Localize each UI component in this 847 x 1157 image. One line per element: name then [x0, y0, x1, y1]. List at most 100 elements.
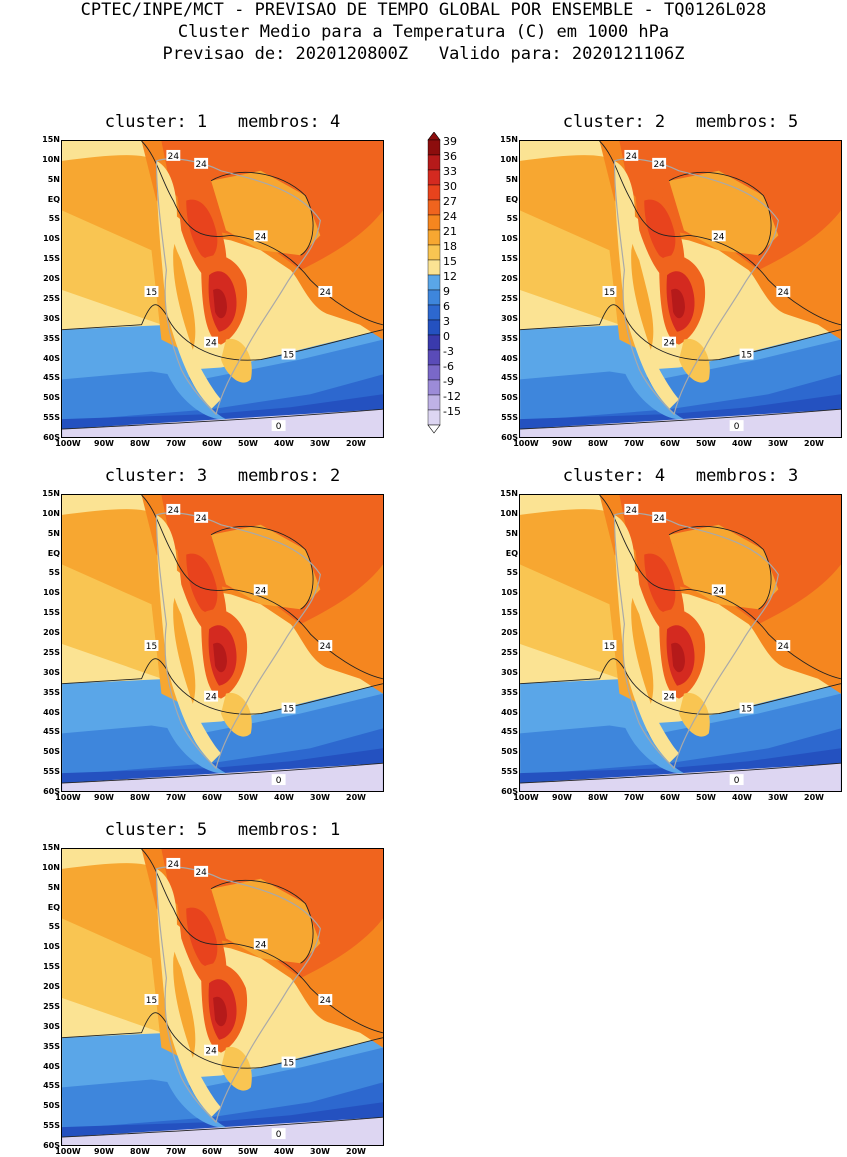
contour-line: [62, 304, 383, 361]
longitude-label: 20W: [804, 439, 824, 448]
temperature-band: [619, 698, 684, 774]
temperature-map: 24 24 24 24 15 24 15 0: [519, 140, 842, 438]
latitude-label: 60S: [501, 787, 518, 796]
contour-line: [668, 171, 772, 256]
temperature-band: [669, 170, 779, 256]
contour-label: 15: [741, 705, 752, 715]
latitude-label: 5S: [506, 568, 518, 578]
latitude-label: 10S: [43, 942, 60, 952]
latitude-label: 10S: [43, 588, 60, 598]
latitude-label: 50S: [43, 1101, 60, 1111]
contour-label: 24: [195, 868, 207, 878]
latitude-label: 55S: [501, 767, 518, 777]
latitude-label: EQ: [47, 548, 60, 558]
longitude-label: 50W: [238, 793, 258, 802]
colorbar-label: 36: [443, 150, 457, 163]
latitude-label: 25S: [501, 647, 518, 657]
temperature-band: [161, 344, 226, 420]
contour-label-box: [729, 774, 744, 786]
longitude-label: 30W: [310, 793, 330, 802]
latitude-label: 60S: [43, 787, 60, 796]
contour-label: 15: [146, 996, 157, 1006]
contour-label-box: [602, 286, 617, 297]
longitude-label: 60W: [202, 1147, 222, 1156]
temperature-band: [679, 692, 710, 737]
contour-label-box: [624, 503, 639, 515]
coastline: [155, 512, 321, 770]
colorbar-label: 3: [443, 315, 450, 328]
latitude-label: 50S: [501, 747, 518, 757]
temperature-band: [186, 907, 218, 967]
contour-label: 0: [276, 1130, 282, 1140]
latitude-label: 50S: [501, 393, 518, 403]
contour-label-box: [253, 584, 268, 596]
latitude-label: 5S: [48, 568, 60, 578]
longitude-label: 50W: [238, 1147, 258, 1156]
latitude-label: 10N: [42, 508, 60, 518]
latitude-label: 30S: [43, 1021, 60, 1031]
latitude-label: 10S: [43, 234, 60, 244]
temperature-band: [211, 878, 321, 964]
contour-line: [668, 525, 772, 610]
colorbar-segment: [427, 304, 441, 321]
contour-label-box: [711, 230, 726, 242]
latitude-label: 30S: [43, 667, 60, 677]
colorbar-segment: [427, 259, 441, 276]
longitude-label: 70W: [166, 793, 186, 802]
colorbar-label: 27: [443, 195, 457, 208]
contour-label: 24: [713, 586, 725, 596]
contour-label: 24: [320, 288, 332, 298]
panel-title: cluster: 1 membros: 4: [104, 112, 341, 132]
coastline: [613, 512, 779, 770]
temperature-band: [619, 344, 684, 420]
contour-label: 0: [276, 776, 282, 786]
panel-title: cluster: 3 membros: 2: [104, 466, 341, 486]
coastline: [155, 158, 321, 416]
latitude-label: 20S: [501, 628, 518, 638]
latitude-label: 15S: [501, 254, 518, 264]
panel-title: cluster: 5 membros: 1: [104, 820, 341, 840]
temperature-band: [62, 409, 383, 437]
temperature-band: [186, 553, 218, 613]
latitude-label: 40S: [43, 707, 60, 717]
colorbar-label: -6: [443, 360, 454, 373]
latitude-label: 10N: [42, 154, 60, 164]
contour-label: 15: [604, 288, 615, 298]
latitude-label: EQ: [47, 194, 60, 204]
temperature-map: 24 24 24 24 15 24 15 0: [61, 140, 384, 438]
latitude-label: 15N: [42, 135, 60, 144]
latitude-label: 40S: [43, 1061, 60, 1071]
latitude-label: 5N: [47, 174, 60, 184]
latitude-label: 35S: [501, 333, 518, 343]
temperature-band: [614, 160, 680, 410]
latitude-label: 35S: [43, 687, 60, 697]
temperature-band: [520, 763, 841, 791]
contour-label: 15: [604, 642, 615, 652]
latitude-label: 30S: [501, 667, 518, 677]
longitude-label: 80W: [588, 439, 608, 448]
temperature-band: [221, 338, 252, 383]
contour-label-box: [711, 584, 726, 596]
temperature-band: [156, 514, 222, 764]
latitude-label: 15S: [43, 962, 60, 972]
colorbar-segment: [427, 244, 441, 261]
latitude-label: 20S: [43, 628, 60, 638]
temperature-band: [644, 553, 676, 613]
longitude-label: 40W: [274, 1147, 294, 1156]
latitude-label: 45S: [43, 1081, 60, 1091]
contour-label: 24: [255, 586, 267, 596]
contour-label-box: [194, 865, 209, 877]
latitude-label: 40S: [501, 353, 518, 363]
colorbar-segment: [427, 409, 441, 426]
colorbar-segment: [427, 364, 441, 381]
contour-label-box: [652, 157, 667, 169]
contour-label: 0: [734, 422, 740, 432]
colorbar-label: -3: [443, 345, 454, 358]
latitude-label: 15N: [500, 489, 518, 498]
longitude-label: 20W: [804, 793, 824, 802]
latitude-label: EQ: [47, 902, 60, 912]
contour-label: 0: [734, 776, 740, 786]
longitude-label: 60W: [660, 439, 680, 448]
latitude-label: EQ: [505, 548, 518, 558]
contour-label: 24: [205, 1047, 217, 1057]
